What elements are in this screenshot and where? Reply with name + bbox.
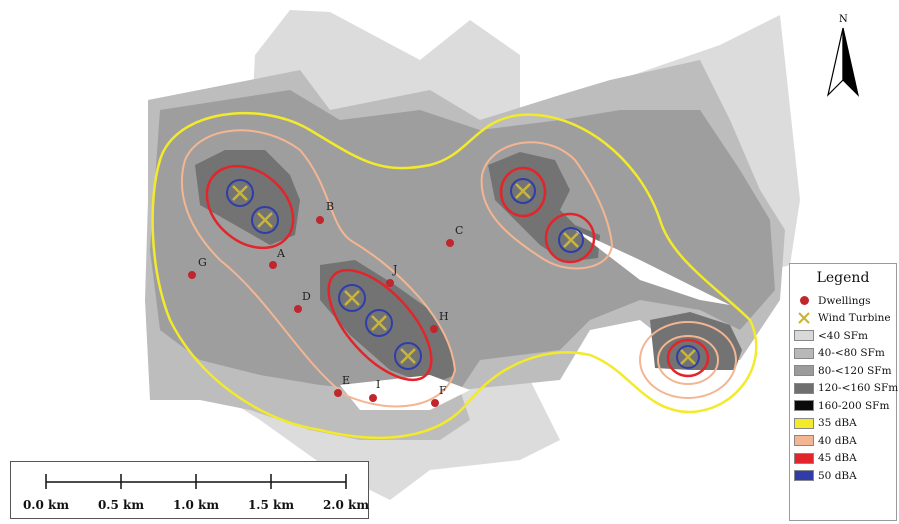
legend-swatch [794, 435, 814, 447]
legend-label: 45 dBA [818, 452, 857, 465]
legend-swatch [794, 347, 814, 359]
legend-label: 40 dBA [818, 434, 857, 447]
legend-label: <40 SFm [818, 329, 868, 342]
legend-label: Wind Turbine [818, 312, 891, 325]
wind-turbines [232, 183, 696, 365]
dwelling-label: I [376, 378, 380, 391]
dwelling-d [294, 305, 302, 313]
dwelling-b [316, 216, 324, 224]
dwelling-a [269, 261, 277, 269]
legend-label: 50 dBA [818, 469, 857, 482]
dwellings [188, 216, 454, 407]
legend-label: 40-<80 SFm [818, 347, 885, 360]
wind-turbine-icon [232, 185, 248, 201]
dwelling-label: G [198, 256, 207, 269]
legend: Legend Dwellings Wind Turbine <40 SFm 40… [789, 263, 899, 521]
legend-label: 80-<120 SFm [818, 364, 892, 377]
legend-label: 120-<160 SFm [818, 382, 899, 395]
scale-label: 1.5 km [247, 498, 295, 512]
dwelling-j [386, 279, 394, 287]
wind-turbine-icon [680, 349, 696, 365]
wind-turbine-icon [257, 212, 273, 228]
legend-item-40-dba: 40 dBA [790, 432, 896, 450]
legend-item-wind-turbine: Wind Turbine [790, 310, 896, 328]
dwelling-label: F [439, 384, 447, 397]
legend-item-45-dba: 45 dBA [790, 450, 896, 468]
dwelling-label: H [439, 310, 449, 323]
legend-label: Dwellings [818, 294, 871, 307]
wind-turbine-icon [515, 183, 531, 199]
scale-label: 0.5 km [97, 498, 145, 512]
legend-item-160-200-sfm: 160-200 SFm [790, 397, 896, 415]
legend-title: Legend [816, 270, 870, 286]
legend-swatch [794, 330, 814, 342]
scale-label: 2.0 km [322, 498, 370, 512]
legend-swatch [794, 470, 814, 482]
dwelling-c [446, 239, 454, 247]
wind-turbine-icon [400, 348, 416, 364]
dwelling-h [430, 325, 438, 333]
legend-label: 35 dBA [818, 417, 857, 430]
legend-item-120-160-sfm: 120-<160 SFm [790, 380, 899, 398]
legend-swatch [794, 365, 814, 377]
dwelling-label: D [302, 290, 311, 303]
dwelling-label: C [455, 224, 463, 237]
scale-bar: 0.0 km 0.5 km 1.0 km 1.5 km 2.0 km [10, 461, 369, 519]
north-label: N [839, 14, 848, 25]
scale-label: 0.0 km [22, 498, 70, 512]
wind-turbine-icon [344, 290, 360, 306]
legend-label: 160-200 SFm [818, 399, 890, 412]
dwelling-dot-icon [794, 295, 814, 307]
contour-35dba [151, 111, 758, 439]
wind-turbine-icon [794, 312, 814, 325]
shadow-zone-80-120 [150, 90, 775, 395]
legend-item-40-80-sfm: 40-<80 SFm [790, 345, 896, 363]
legend-item-35-dba: 35 dBA [790, 415, 896, 433]
legend-swatch [794, 382, 814, 394]
legend-item-50-dba: 50 dBA [790, 467, 896, 485]
dwelling-f [431, 399, 439, 407]
legend-item-80-120-sfm: 80-<120 SFm [790, 362, 896, 380]
contour-40dba [180, 129, 737, 408]
scale-bar-graphic [45, 474, 347, 489]
dwelling-labels: A B C D E F G H I J [198, 200, 463, 397]
legend-swatch [794, 452, 814, 464]
dwelling-i [369, 394, 377, 402]
wind-turbine-icon [371, 315, 387, 331]
scale-label: 1.0 km [172, 498, 220, 512]
dwelling-g [188, 271, 196, 279]
legend-swatch [794, 400, 814, 412]
dwelling-label: J [392, 263, 397, 276]
contour-50dba [226, 178, 700, 370]
legend-swatch [794, 417, 814, 429]
north-arrow-icon: N [826, 14, 860, 97]
legend-item-lt40-sfm: <40 SFm [790, 327, 896, 345]
dwelling-label: A [276, 247, 286, 260]
dwelling-label: E [342, 374, 350, 387]
dwelling-label: B [326, 200, 334, 213]
contour-45dba [205, 164, 710, 382]
legend-item-dwellings: Dwellings [790, 292, 896, 310]
wind-turbine-icon [563, 232, 579, 248]
dwelling-e [334, 389, 342, 397]
